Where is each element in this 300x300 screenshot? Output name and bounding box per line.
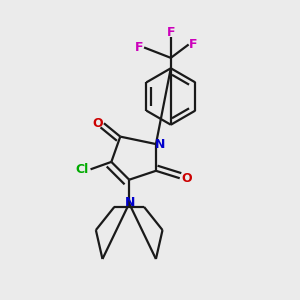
Text: F: F <box>167 26 175 39</box>
Text: N: N <box>125 196 136 208</box>
Text: O: O <box>92 117 103 130</box>
Text: Cl: Cl <box>75 163 88 176</box>
Text: F: F <box>189 38 198 51</box>
Text: F: F <box>135 41 143 54</box>
Text: N: N <box>154 138 165 151</box>
Text: O: O <box>181 172 192 185</box>
